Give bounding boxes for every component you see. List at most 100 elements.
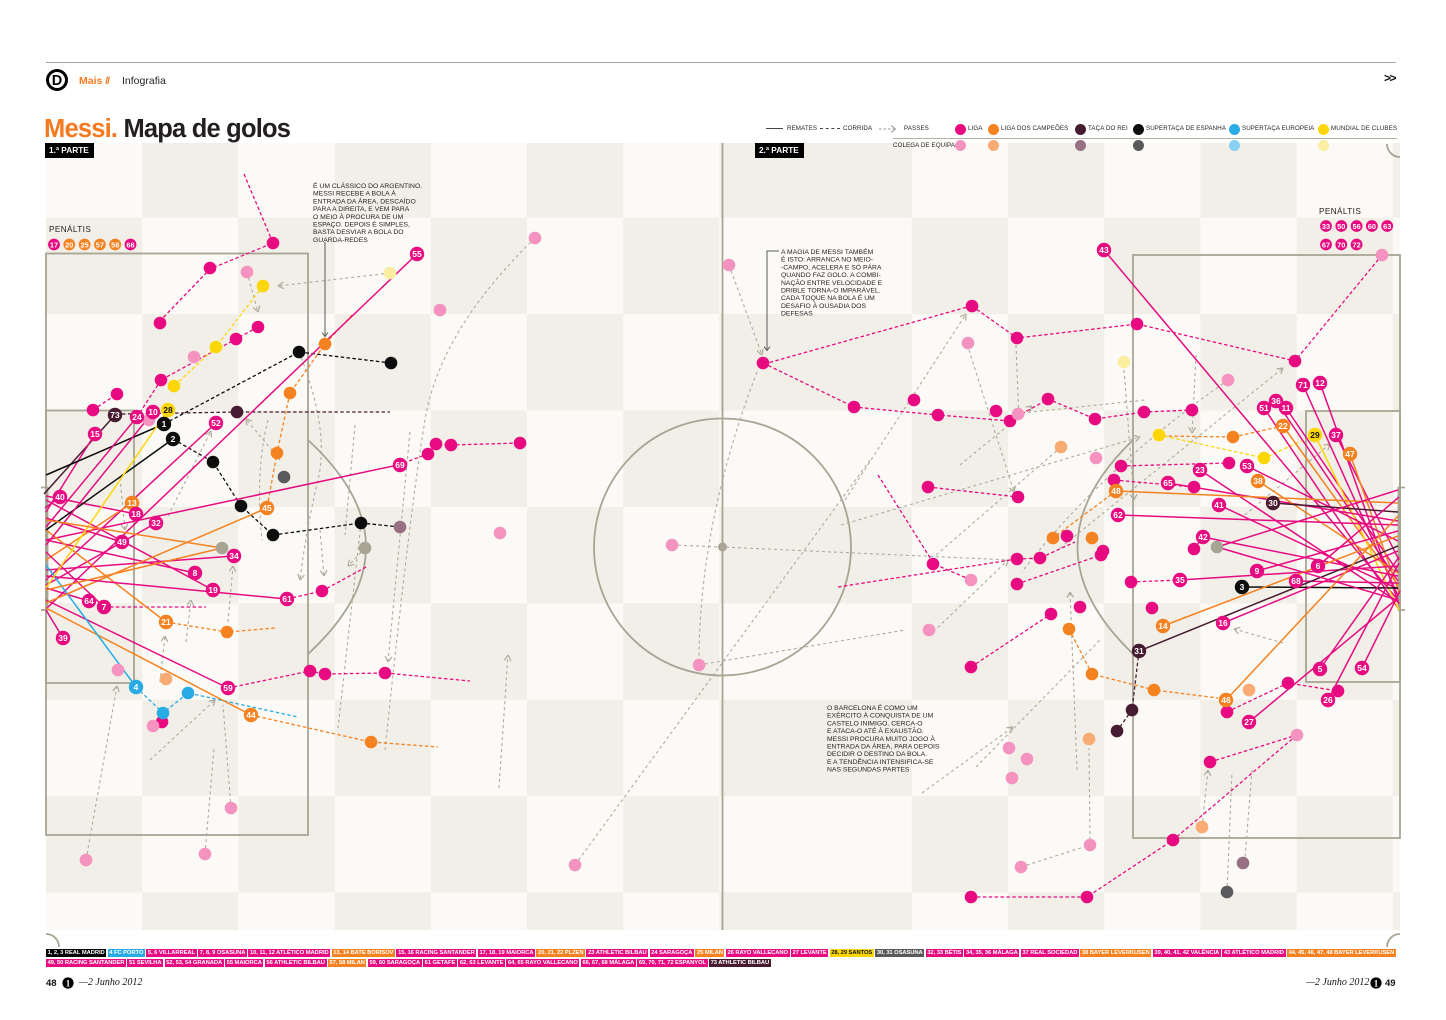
svg-text:O BARCELONA É COMO UM: O BARCELONA É COMO UM xyxy=(827,703,918,712)
svg-text:73: 73 xyxy=(110,410,120,420)
svg-text:28: 28 xyxy=(163,405,173,415)
svg-text:61: 61 xyxy=(282,594,292,604)
svg-text:72: 72 xyxy=(1352,240,1360,249)
svg-text:DESAFIO À OUSADIA DOS: DESAFIO À OUSADIA DOS xyxy=(781,301,866,310)
svg-text:69: 69 xyxy=(395,460,405,470)
svg-text:MESSI RECEBE A BOLA À: MESSI RECEBE A BOLA À xyxy=(313,189,396,198)
svg-text:PENÁLTIS: PENÁLTIS xyxy=(1319,206,1361,216)
svg-text:12: 12 xyxy=(1315,378,1325,388)
svg-text:63: 63 xyxy=(1383,222,1391,231)
svg-text:NAS SEGUNDAS PARTES: NAS SEGUNDAS PARTES xyxy=(827,767,910,774)
svg-text:É UM CLÁSSICO DO ARGENTINO.: É UM CLÁSSICO DO ARGENTINO. xyxy=(313,181,422,190)
svg-text:60: 60 xyxy=(1368,222,1376,231)
svg-text:55: 55 xyxy=(412,249,422,259)
svg-text:DEFESAS: DEFESAS xyxy=(781,311,813,318)
svg-text:45: 45 xyxy=(262,503,272,513)
svg-text:CASTELO INIMIGO. CERCA-O: CASTELO INIMIGO. CERCA-O xyxy=(827,720,923,727)
svg-text:15: 15 xyxy=(90,429,100,439)
svg-text:4: 4 xyxy=(134,682,139,692)
svg-text:39: 39 xyxy=(58,633,68,643)
svg-text:MESSI PROCURA MUITO JOGO À: MESSI PROCURA MUITO JOGO À xyxy=(827,734,935,743)
svg-text:27: 27 xyxy=(1244,717,1254,727)
svg-text:51: 51 xyxy=(1259,403,1269,413)
svg-text:34: 34 xyxy=(229,551,239,561)
svg-text:A MAGIA DE MESSI TAMBÉM: A MAGIA DE MESSI TAMBÉM xyxy=(781,247,874,256)
svg-text:19: 19 xyxy=(208,585,218,595)
svg-text:23: 23 xyxy=(1195,465,1205,475)
svg-text:BASTA DESVIAR A BOLA DO: BASTA DESVIAR A BOLA DO xyxy=(313,229,404,236)
svg-text:48: 48 xyxy=(1111,486,1121,496)
svg-text:D: D xyxy=(52,73,62,89)
svg-text:ESPAÇO. DEPOIS É SIMPLES,: ESPAÇO. DEPOIS É SIMPLES, xyxy=(313,220,410,229)
svg-text:59: 59 xyxy=(223,683,233,693)
svg-text:1: 1 xyxy=(1374,979,1379,989)
svg-text:PARA A DIREITA, E VEM PARA: PARA A DIREITA, E VEM PARA xyxy=(313,206,410,213)
svg-text:ENTRADA DA ÁREA, DESCAÍDO: ENTRADA DA ÁREA, DESCAÍDO xyxy=(313,196,416,205)
svg-text:62: 62 xyxy=(1113,510,1123,520)
svg-text:20: 20 xyxy=(65,240,73,249)
svg-text:6: 6 xyxy=(1316,561,1321,571)
svg-text:PENÁLTIS: PENÁLTIS xyxy=(49,224,91,234)
svg-text:44: 44 xyxy=(246,710,256,720)
svg-text:CADA TOQUE NA BOLA É UM: CADA TOQUE NA BOLA É UM xyxy=(781,293,875,302)
svg-text:46: 46 xyxy=(1221,695,1231,705)
svg-text:33: 33 xyxy=(1322,222,1330,231)
svg-text:50: 50 xyxy=(1337,222,1345,231)
svg-text:42: 42 xyxy=(1198,532,1208,542)
svg-text:NAÇÃO ENTRE VELOCIDADE E: NAÇÃO ENTRE VELOCIDADE E xyxy=(781,278,883,287)
svg-text:16: 16 xyxy=(1218,618,1228,628)
svg-text:57: 57 xyxy=(96,240,104,249)
svg-text:43: 43 xyxy=(1099,245,1109,255)
svg-text:64: 64 xyxy=(84,596,94,606)
svg-text:3: 3 xyxy=(1240,582,1245,592)
svg-text:65: 65 xyxy=(1163,478,1173,488)
svg-text:18: 18 xyxy=(131,509,141,519)
svg-text:5: 5 xyxy=(1318,664,1323,674)
svg-text:32: 32 xyxy=(151,518,161,528)
svg-text:36: 36 xyxy=(1271,396,1281,406)
svg-text:66: 66 xyxy=(126,240,134,249)
svg-text:35: 35 xyxy=(1175,575,1185,585)
svg-text:58: 58 xyxy=(111,240,119,249)
svg-text:49: 49 xyxy=(117,537,127,547)
svg-text:2: 2 xyxy=(171,434,176,444)
svg-text:47: 47 xyxy=(1345,449,1355,459)
svg-text:10: 10 xyxy=(148,407,158,417)
svg-text:40: 40 xyxy=(55,492,65,502)
svg-text:70: 70 xyxy=(1337,240,1345,249)
svg-text:QUANDO FAZ GOLO. A COMBI-: QUANDO FAZ GOLO. A COMBI- xyxy=(781,272,881,279)
svg-text:9: 9 xyxy=(1255,566,1260,576)
svg-text:25: 25 xyxy=(80,240,88,249)
svg-text:7: 7 xyxy=(102,602,107,612)
svg-text:E ATACA-O ATÉ À EXAUSTÃO.: E ATACA-O ATÉ À EXAUSTÃO. xyxy=(827,726,924,735)
svg-text:1: 1 xyxy=(66,979,71,989)
svg-text:O MEIO À PROCURA DE UM: O MEIO À PROCURA DE UM xyxy=(313,212,404,221)
svg-text:26: 26 xyxy=(1323,695,1333,705)
svg-text:54: 54 xyxy=(1357,663,1367,673)
svg-text:71: 71 xyxy=(1298,380,1308,390)
svg-text:21: 21 xyxy=(161,617,171,627)
svg-text:67: 67 xyxy=(1322,240,1330,249)
svg-text:EXÉRCITO À CONQUISTA DE UM: EXÉRCITO À CONQUISTA DE UM xyxy=(827,711,934,720)
svg-text:-CAMPO, ACELERA E SÓ PÁRA: -CAMPO, ACELERA E SÓ PÁRA xyxy=(781,262,882,271)
svg-text:68: 68 xyxy=(1291,576,1301,586)
svg-text:11: 11 xyxy=(1282,403,1291,413)
svg-text:30: 30 xyxy=(1268,498,1278,508)
svg-text:14: 14 xyxy=(1158,621,1168,631)
svg-text:É ISTO: ARRANCA NO MEIO-: É ISTO: ARRANCA NO MEIO- xyxy=(781,255,873,264)
svg-text:29: 29 xyxy=(1310,430,1320,440)
svg-text:1: 1 xyxy=(162,419,167,429)
svg-text:38: 38 xyxy=(1253,476,1263,486)
svg-text:E A TENDÊNCIA INTENSIFICA-SE: E A TENDÊNCIA INTENSIFICA-SE xyxy=(827,757,934,766)
svg-text:DECIDIR O DESTINO DA BOLA.: DECIDIR O DESTINO DA BOLA. xyxy=(827,751,927,758)
svg-text:22: 22 xyxy=(1278,421,1288,431)
svg-text:24: 24 xyxy=(132,412,142,422)
svg-text:31: 31 xyxy=(1134,646,1144,656)
svg-text:41: 41 xyxy=(1214,500,1224,510)
svg-text:13: 13 xyxy=(127,498,137,508)
svg-text:8: 8 xyxy=(193,568,198,578)
svg-text:ENTRADA DA ÁREA, PARA DEPOIS: ENTRADA DA ÁREA, PARA DEPOIS xyxy=(827,742,940,751)
svg-text:DRIBLE TORNA-O IMPARÁVEL.: DRIBLE TORNA-O IMPARÁVEL. xyxy=(781,286,881,295)
svg-text:53: 53 xyxy=(1242,461,1252,471)
svg-text:37: 37 xyxy=(1331,430,1341,440)
